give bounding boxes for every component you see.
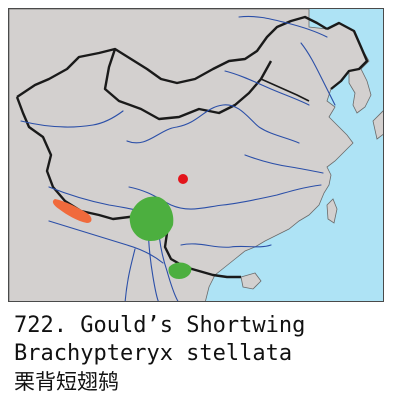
tarim-river [20,110,124,128]
northeast-river [300,42,336,106]
ranges [52,174,192,279]
north-river-1 [224,70,310,106]
western-border [15,96,241,279]
breeding-range-south [168,262,192,279]
northern-border [16,15,328,98]
taiwan-island [326,198,338,224]
southwest-river [124,248,136,301]
other-range-himalaya [52,199,92,223]
species-scientific-name: Brachypteryx stellata [14,341,293,366]
borders [15,15,369,279]
range-map [8,8,384,302]
species-common-name: Gould’s Shortwing [80,313,306,338]
range-map-svg [9,9,383,301]
japan-island [372,110,383,140]
species-chinese-name: 栗背短翅鸫 [14,370,119,394]
northeast-border [326,21,369,90]
amur-river [238,15,328,38]
record-location-dot [178,174,188,184]
species-caption: 722. Gould’s Shortwing Brachypteryx stel… [14,312,398,396]
korea-land [348,68,372,114]
inner-border-north [103,48,273,121]
species-title-line: 722. Gould’s Shortwing [14,312,398,340]
yellow-river [126,104,300,144]
species-number: 722. [14,313,67,338]
breeding-range-main [129,196,174,241]
pearl-river [180,243,272,248]
hainan-island [240,272,262,290]
huai-river [244,154,324,174]
inner-border-east [260,78,310,102]
ganges-river [48,220,164,264]
